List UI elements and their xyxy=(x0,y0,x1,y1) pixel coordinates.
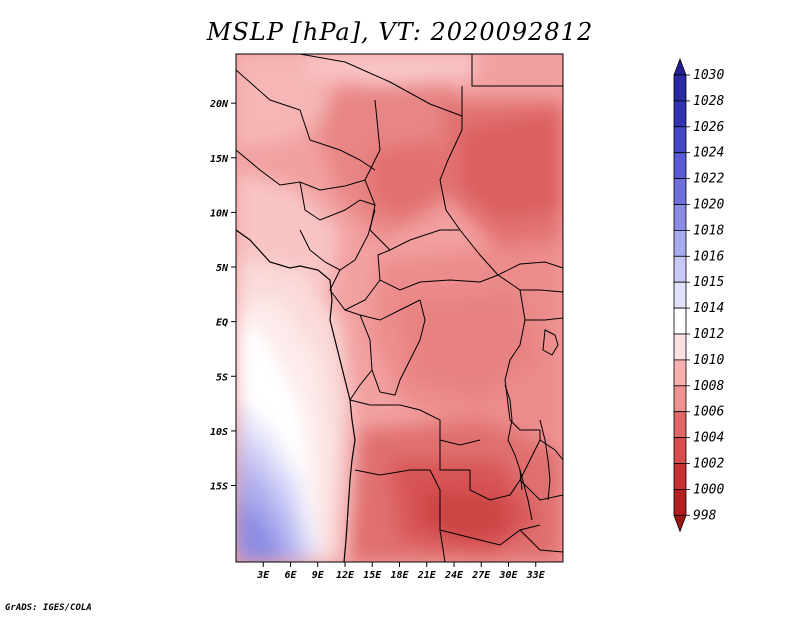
colorbar-label: 1002 xyxy=(693,457,724,472)
lon-tick-label: 33E xyxy=(526,570,546,581)
colorbar-bottom-arrow xyxy=(673,514,687,533)
colorbar-label: 1010 xyxy=(693,353,724,368)
colorbar-label: 1022 xyxy=(693,172,724,187)
grads-credit: GrADS: IGES/COLA xyxy=(5,603,92,613)
colorbar-box xyxy=(673,411,687,439)
colorbar-label: 1004 xyxy=(693,431,724,446)
colorbar-box xyxy=(673,126,687,154)
colorbar-label: 1006 xyxy=(693,405,724,420)
colorbar-box xyxy=(673,333,687,361)
pressure-field xyxy=(236,54,563,562)
colorbar-box xyxy=(673,229,687,257)
colorbar: 1030 1028 1026 1024 1022 1020 1018 1016 1015 1014… xyxy=(673,57,724,533)
lat-tick-label: 5S xyxy=(216,372,228,383)
colorbar-label: 1026 xyxy=(693,120,724,135)
colorbar-box xyxy=(673,359,687,387)
colorbar-box xyxy=(673,74,687,102)
colorbar-label: 1000 xyxy=(693,482,724,497)
colorbar-box xyxy=(673,100,687,128)
colorbar-label: 1024 xyxy=(693,146,724,161)
colorbar-label: 1015 xyxy=(693,275,724,290)
colorbar-box xyxy=(673,255,687,283)
lon-tick-label: 24E xyxy=(444,570,464,581)
lon-axis: 3E 6E 9E 12E 15E 18E 21E 24E 27E 30E 33E xyxy=(256,562,546,581)
lon-tick-label: 9E xyxy=(312,570,325,581)
lon-tick-label: 12E xyxy=(336,570,355,581)
lon-tick-label: 6E xyxy=(284,570,297,581)
colorbar-box xyxy=(673,281,687,309)
colorbar-box xyxy=(673,463,687,490)
lat-tick-label: 10N xyxy=(210,208,229,219)
colorbar-box xyxy=(673,152,687,179)
lat-tick-label: 15S xyxy=(210,482,228,493)
country-borders xyxy=(236,54,563,562)
lat-tick-label: 5N xyxy=(216,263,229,274)
lon-tick-label: 21E xyxy=(417,570,437,581)
colorbar-top-arrow xyxy=(673,57,687,76)
colorbar-label: 1008 xyxy=(693,379,724,394)
colorbar-box xyxy=(673,385,687,413)
lat-tick-label: 10S xyxy=(210,427,228,438)
lat-tick-label: 20N xyxy=(209,99,229,110)
lon-tick-label: 18E xyxy=(390,570,409,581)
colorbar-label: 1018 xyxy=(693,223,724,238)
colorbar-label: 1012 xyxy=(693,327,724,342)
lon-tick-label: 30E xyxy=(498,570,518,581)
lon-tick-label: 3E xyxy=(256,570,270,581)
lon-tick-label: 15E xyxy=(363,570,382,581)
lat-axis: 20N 15N 10N 5N EQ 5S 10S 15S xyxy=(209,99,236,493)
colorbar-label: 1016 xyxy=(693,249,724,264)
colorbar-label: 1020 xyxy=(693,198,724,213)
colorbar-label: 998 xyxy=(693,508,717,523)
colorbar-box xyxy=(673,178,687,205)
colorbar-label: 1014 xyxy=(693,301,724,316)
lat-tick-label: 15N xyxy=(210,154,229,165)
map-title: MSLP [hPa], VT: 2020092812 xyxy=(206,18,594,46)
colorbar-box xyxy=(673,488,687,516)
colorbar-box xyxy=(673,204,687,231)
colorbar-box xyxy=(673,437,687,464)
colorbar-box xyxy=(673,307,687,335)
lat-tick-label: EQ xyxy=(216,318,228,329)
lon-tick-label: 27E xyxy=(471,570,491,581)
colorbar-label: 1030 xyxy=(693,68,724,83)
colorbar-label: 1028 xyxy=(693,94,724,109)
